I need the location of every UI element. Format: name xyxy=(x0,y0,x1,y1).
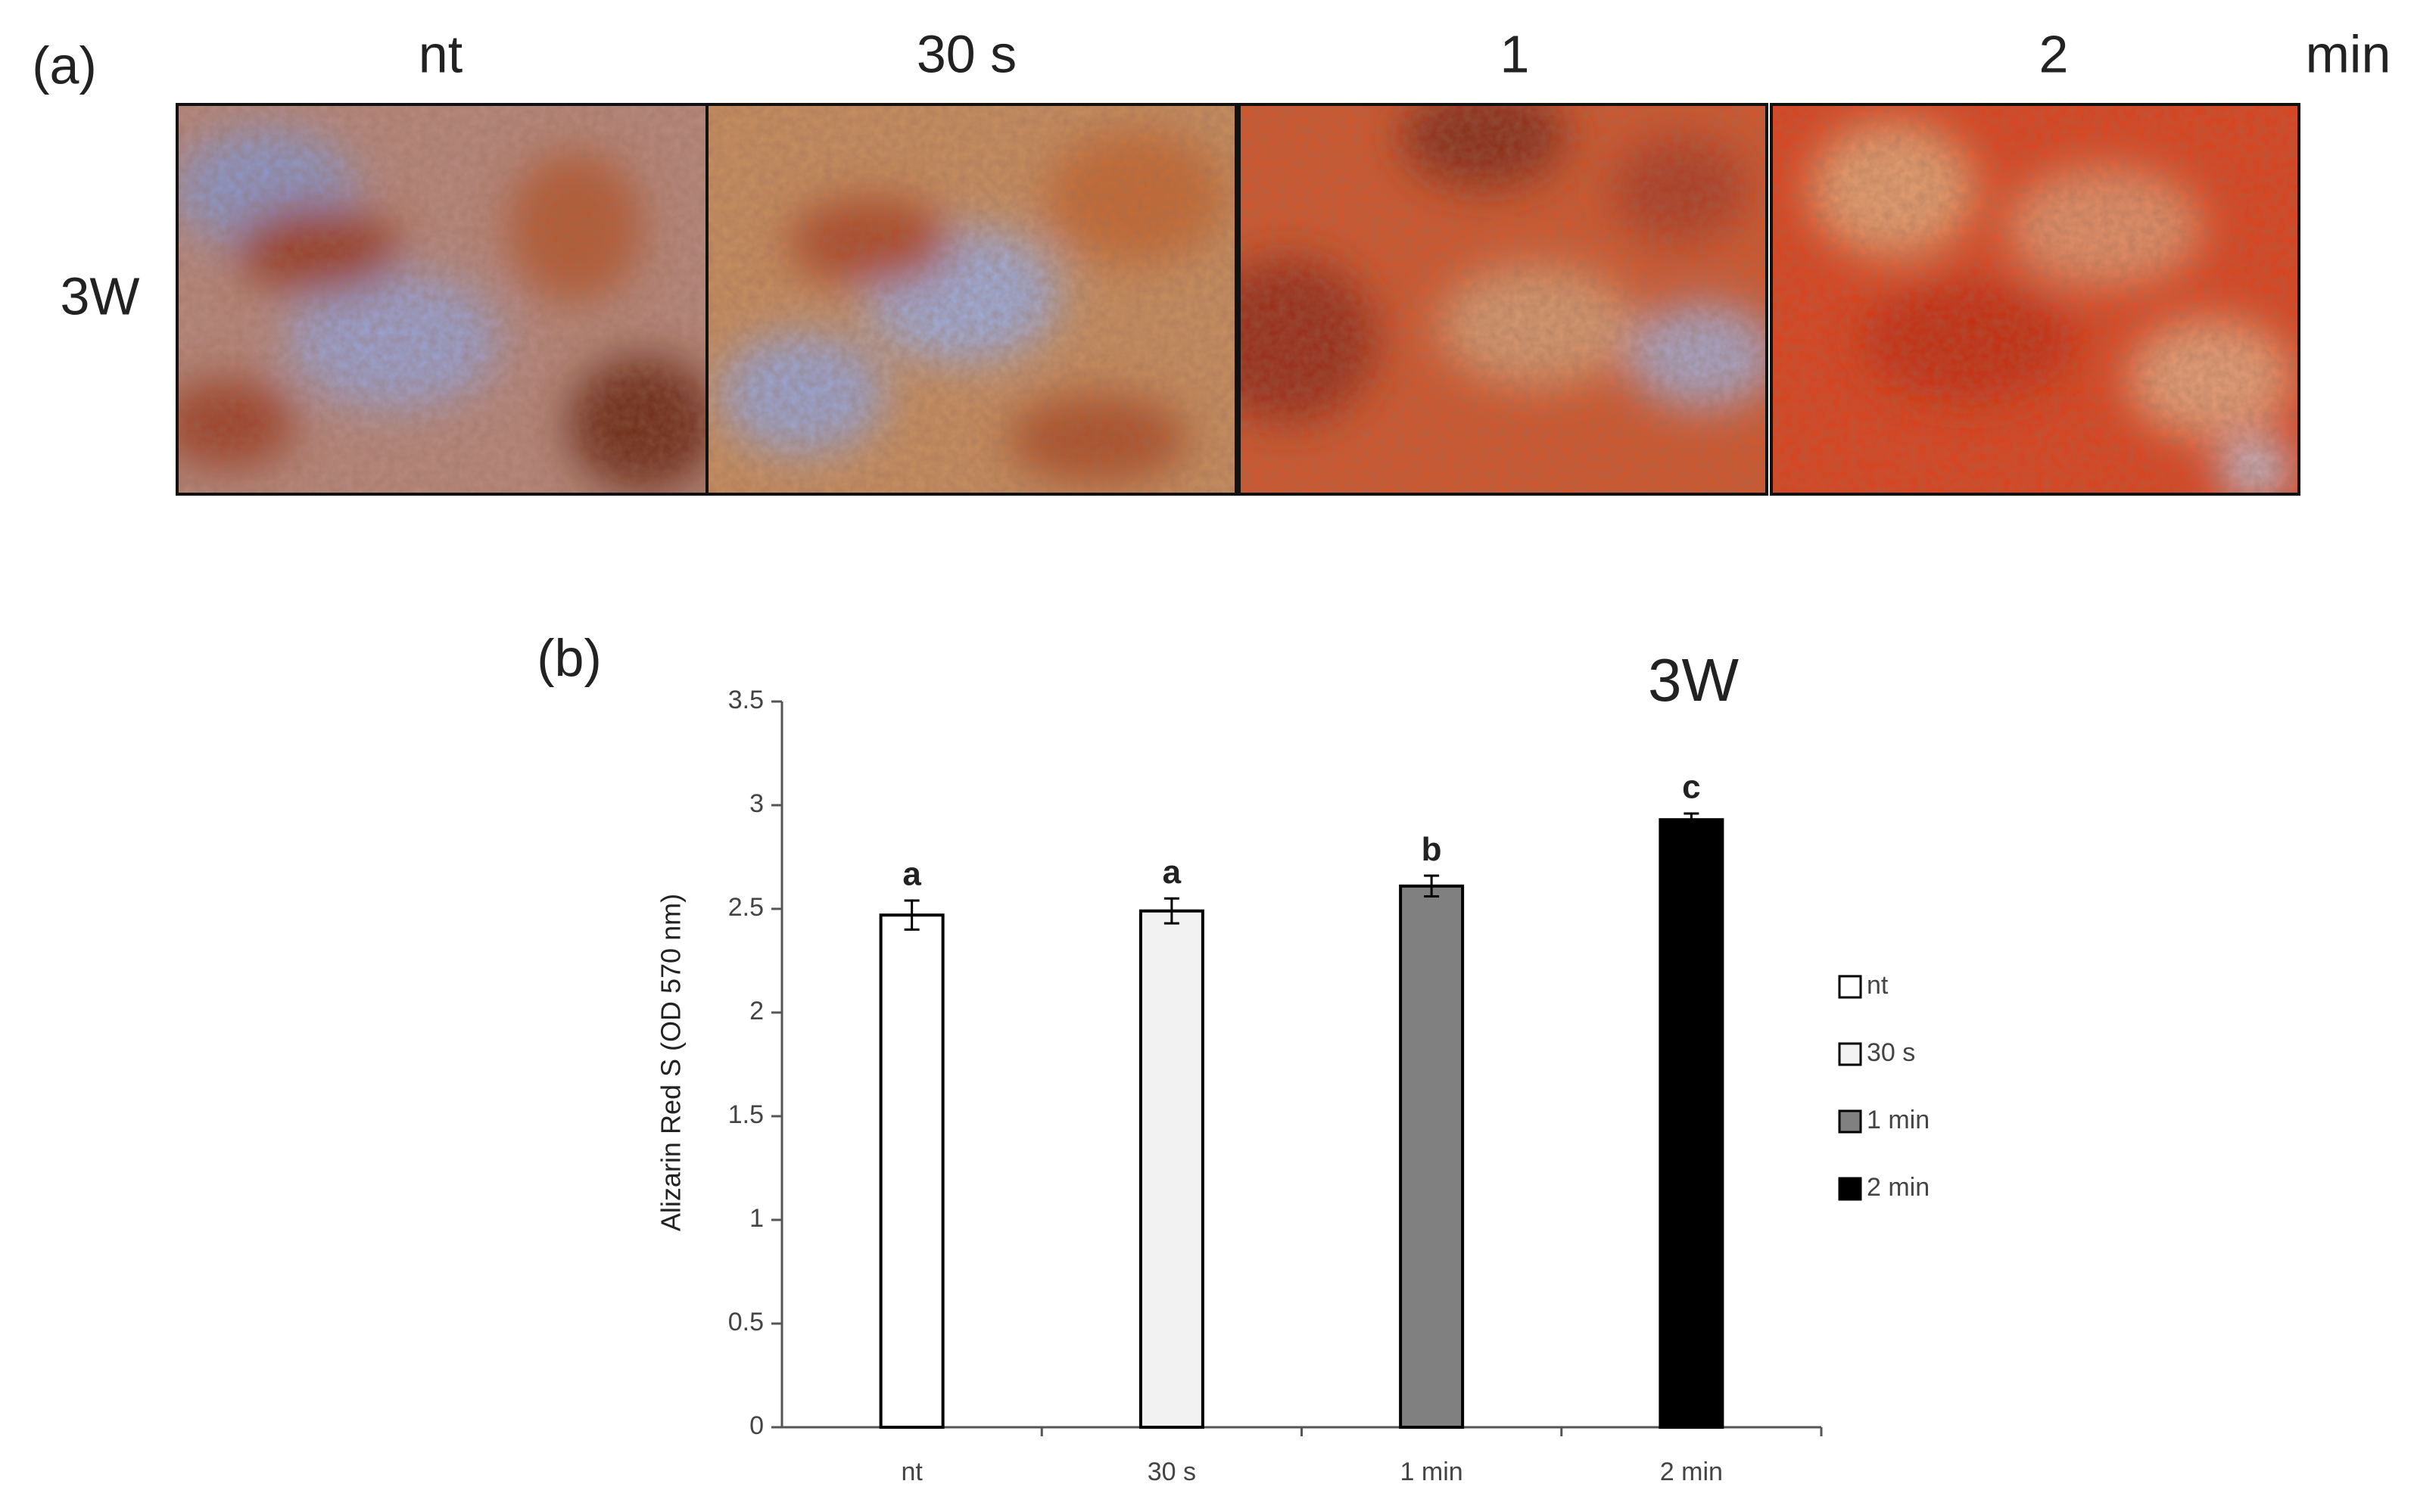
y-tick-label: 2.5 xyxy=(728,893,764,922)
panel-label: (a) xyxy=(32,36,97,95)
unit-label: min xyxy=(2306,24,2391,83)
x-tick-label: nt xyxy=(901,1458,923,1486)
error-bar xyxy=(1424,874,1440,898)
significance-label: a xyxy=(902,856,921,893)
legend-swatch xyxy=(1838,1109,1862,1134)
y-tick-label: 0 xyxy=(749,1411,764,1440)
significance-label: a xyxy=(1163,854,1182,891)
y-axis-label: Alizarin Red S (OD 570 nm) xyxy=(656,894,687,1231)
micrograph xyxy=(1771,104,2299,494)
x-tick-label: 1 min xyxy=(1400,1458,1463,1486)
significance-label: b xyxy=(1422,831,1442,868)
micrograph xyxy=(1239,104,1767,494)
legend-swatch xyxy=(1838,975,1862,999)
error-bar xyxy=(1684,812,1699,827)
legend-label: 30 s xyxy=(1867,1038,1915,1067)
legend-label: 2 min xyxy=(1867,1173,1930,1202)
panel-label: (b) xyxy=(537,628,602,687)
bar xyxy=(1138,909,1204,1429)
y-tick-label: 1 xyxy=(749,1204,764,1233)
micrograph-frames xyxy=(176,103,2300,496)
x-tick-label: 2 min xyxy=(1660,1458,1723,1486)
y-tick-label: 2 xyxy=(749,997,764,1025)
bar xyxy=(1659,818,1724,1430)
error-bar xyxy=(1163,897,1179,925)
chart-title: 3W xyxy=(1648,646,1739,714)
micrograph xyxy=(707,104,1236,494)
micrograph xyxy=(177,104,707,494)
bar xyxy=(879,913,945,1429)
error-bar xyxy=(904,899,920,931)
y-tick-label: 3.5 xyxy=(728,686,764,714)
row-label: 3W xyxy=(61,266,140,325)
legend-swatch xyxy=(1838,1042,1862,1066)
x-tick-label: 30 s xyxy=(1148,1458,1196,1486)
column-label: nt xyxy=(419,24,463,83)
y-tick-label: 1.5 xyxy=(728,1100,764,1129)
legend-label: 1 min xyxy=(1867,1106,1930,1134)
y-tick-label: 0.5 xyxy=(728,1308,764,1336)
column-label: 1 xyxy=(1500,24,1530,83)
legend-swatch xyxy=(1838,1177,1862,1201)
column-label: 30 s xyxy=(917,24,1017,83)
significance-label: c xyxy=(1682,769,1700,806)
legend-label: nt xyxy=(1867,971,1889,1000)
column-label: 2 xyxy=(2039,24,2069,83)
y-tick-label: 3 xyxy=(749,789,764,818)
bar xyxy=(1399,884,1465,1429)
